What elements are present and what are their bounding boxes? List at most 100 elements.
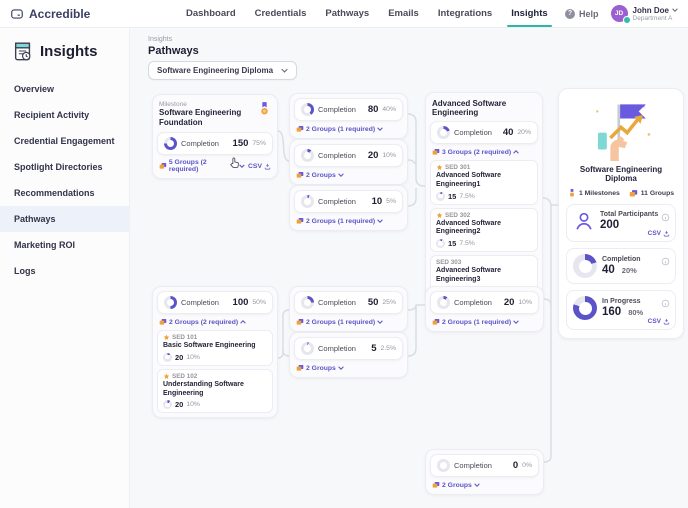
group-card-sed102[interactable]: SED 102 Understanding Software Engineeri… [157, 368, 273, 414]
download-icon [264, 163, 271, 169]
pathway-node-20b[interactable]: Completion 20 10% 2 Groups (1 required) [425, 286, 544, 332]
completion-ring [301, 296, 314, 309]
completion-ring [437, 296, 450, 309]
completion-count: 20 [503, 297, 515, 308]
groups-toggle[interactable]: 2 Groups (1 required) [296, 217, 383, 225]
pathway-node-5[interactable]: Completion 5 2.5% 2 Groups [289, 332, 408, 378]
groups-icon [432, 149, 440, 155]
milestone-node[interactable]: Milestone Software Engineering Foundatio… [152, 94, 278, 179]
download-icon [663, 318, 670, 325]
csv-label: CSV [647, 230, 661, 237]
completion-count: 20 [367, 150, 379, 161]
group-percent: 7.5% [459, 240, 475, 247]
completion-percent: 5% [386, 198, 396, 205]
groups-toggle[interactable]: 2 Groups (2 required) [159, 318, 246, 326]
topbar-right: ? Help JD John Doe Department A [565, 5, 678, 24]
csv-label: CSV [248, 162, 262, 170]
group-card-sed301[interactable]: SED 301 Advanced Software Engineering1 1… [430, 160, 538, 205]
person-icon [576, 212, 592, 230]
groups-toggle[interactable]: 5 Groups (2 required) [159, 159, 245, 173]
help-button[interactable]: ? Help [565, 8, 599, 19]
completion-percent: 2.5% [380, 345, 397, 352]
completion-label: Completion [181, 139, 219, 148]
groups-icon [159, 319, 167, 325]
nav-credentials[interactable]: Credentials [254, 8, 307, 19]
completion-ring [301, 103, 314, 116]
in-progress-card[interactable]: In Progress 160 80% CSV [566, 290, 676, 330]
groups-toggle[interactable]: 2 Groups (1 required) [432, 318, 519, 326]
groups-toggle[interactable]: 2 Groups (1 required) [296, 318, 383, 326]
info-icon[interactable] [661, 213, 670, 222]
milestone-title: Software Engineering Foundation [159, 108, 242, 127]
group-card-sed101[interactable]: SED 101 Basic Software Engineering 20 10… [157, 330, 273, 366]
group-code: SED 302 [445, 211, 471, 219]
chevron-down-icon [513, 320, 519, 324]
sidebar-item-recommendations[interactable]: Recommendations [14, 188, 95, 198]
accredible-logo-icon [11, 8, 23, 19]
sidebar-item-credential-engagement[interactable]: Credential Engagement [14, 136, 115, 146]
completion-label: Completion [181, 298, 219, 307]
nav-emails[interactable]: Emails [388, 8, 419, 19]
completion-percent: 20% [517, 129, 531, 136]
info-icon[interactable] [661, 299, 670, 308]
group-card-sed302[interactable]: SED 302 Advanced Software Engineering2 1… [430, 207, 538, 252]
completion-card[interactable]: Completion 40 20% [566, 248, 676, 284]
sidebar-item-overview[interactable]: Overview [14, 84, 55, 94]
total-participants-card[interactable]: Total Participants 200 CSV [566, 204, 676, 242]
chevron-up-icon [513, 150, 519, 154]
pathway-node-10[interactable]: Completion 10 5% 2 Groups (1 required) [289, 185, 408, 231]
user-menu[interactable]: JD John Doe Department A [610, 5, 678, 24]
completion-label: Completion [318, 151, 356, 160]
groups-toggle[interactable]: 2 Groups (1 required) [296, 125, 383, 133]
groups-toggle[interactable]: 2 Groups [296, 171, 344, 179]
completion-ring [436, 239, 445, 248]
node-title: Advanced Software Engineering [432, 99, 507, 117]
completion-count: 40 [502, 127, 514, 138]
groups-toggle[interactable]: 2 Groups [432, 481, 480, 489]
completion-count: 10 [371, 196, 383, 207]
help-label: Help [579, 8, 599, 19]
pathway-node-20[interactable]: Completion 20 10% 2 Groups [289, 139, 408, 185]
sidebar-item-logs[interactable]: Logs [14, 266, 36, 276]
info-icon[interactable] [661, 257, 670, 266]
nav-dashboard[interactable]: Dashboard [186, 8, 236, 19]
csv-download[interactable]: CSV [248, 163, 271, 170]
pathway-node-50[interactable]: Completion 50 25% 2 Groups (1 required) [289, 286, 408, 332]
avatar: JD [610, 5, 631, 24]
groups-toggle[interactable]: 3 Groups (2 required) [432, 148, 519, 156]
completion-ring [164, 137, 177, 150]
nav-insights[interactable]: Insights [507, 0, 553, 27]
group-name: Advanced Software Engineering1 [436, 172, 501, 188]
pathway-node-100[interactable]: Completion 100 50% 2 Groups (2 required)… [152, 286, 278, 419]
group-code: SED 101 [172, 334, 198, 341]
groups-icon [432, 319, 440, 325]
group-count: 20 [175, 352, 184, 362]
groups-toggle[interactable]: 2 Groups [296, 364, 344, 372]
chevron-down-icon [281, 68, 288, 73]
completion-ring [301, 342, 314, 355]
group-name: Advanced Software Engineering3 [436, 267, 501, 283]
advanced-software-engineering-node[interactable]: Advanced Software Engineering Completion… [425, 92, 543, 305]
nav-integrations[interactable]: Integrations [437, 8, 493, 19]
csv-download[interactable]: CSV [648, 230, 670, 237]
accredible-logo[interactable]: Accredible [10, 7, 160, 21]
pathway-select-dropdown[interactable]: Software Engineering Diploma [148, 61, 298, 80]
sidebar-item-spotlight-directories[interactable]: Spotlight Directories [14, 162, 103, 172]
user-department: Department A [632, 14, 673, 22]
sidebar-item-marketing-roi[interactable]: Marketing ROI [14, 240, 76, 250]
medal-icon [569, 189, 574, 197]
pathway-node-80[interactable]: Completion 80 40% 2 Groups (1 required) [289, 93, 408, 139]
sidebar-item-pathways[interactable]: Pathways [0, 206, 129, 232]
csv-download[interactable]: CSV [648, 318, 670, 325]
pathway-node-0[interactable]: Completion 0 0% 2 Groups [425, 449, 544, 495]
groups-icon [629, 189, 638, 196]
nav-pathways[interactable]: Pathways [325, 8, 370, 19]
milestone-tag: Milestone [159, 101, 187, 108]
group-code: SED 303 [436, 259, 462, 266]
stat-value: 40 [602, 264, 615, 276]
stat-percent: 20% [621, 266, 637, 275]
groups-icon [296, 126, 304, 132]
chevron-down-icon [377, 219, 383, 223]
pathway-connectors [277, 113, 558, 463]
sidebar-item-recipient-activity[interactable]: Recipient Activity [14, 110, 90, 120]
